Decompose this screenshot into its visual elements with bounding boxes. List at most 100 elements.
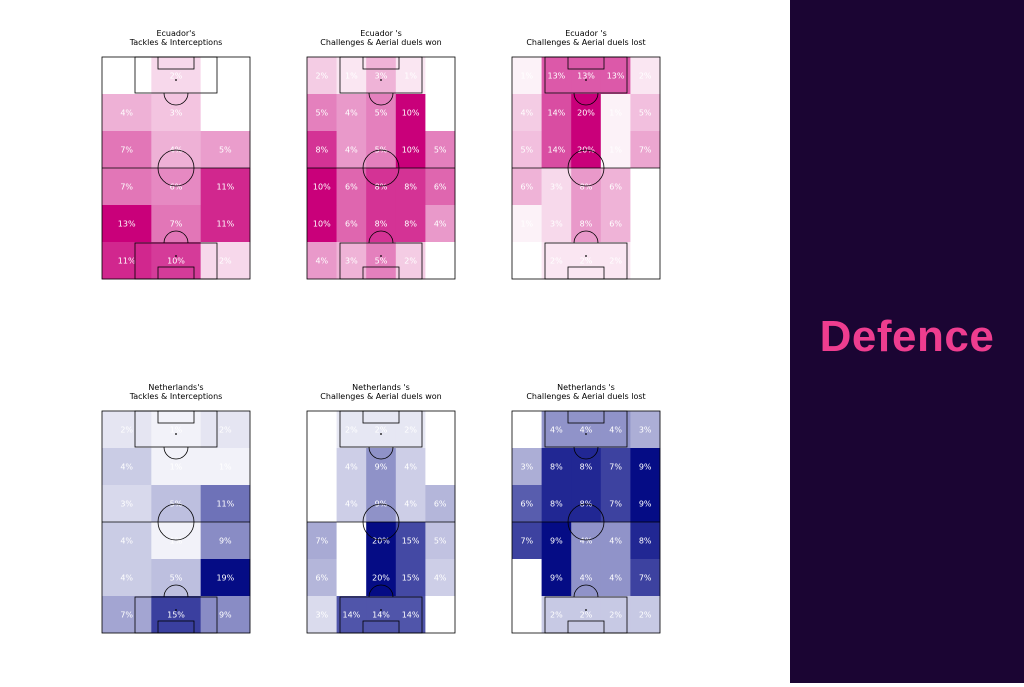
heatmap-cell [307, 448, 337, 486]
cell-value-label: 4% [580, 574, 593, 583]
heatmap-cell [151, 94, 201, 132]
cell-value-label: 0% [520, 574, 533, 583]
cell-value-label: 9% [639, 500, 652, 509]
heatmap-cell [425, 57, 456, 95]
heatmap-cell [512, 57, 542, 95]
heatmap-cell [600, 94, 631, 132]
heatmap-cell [200, 596, 251, 634]
cell-value-label: 2% [404, 426, 417, 435]
heatmap-cell [395, 522, 426, 560]
heatmap-cell [571, 522, 602, 560]
cell-value-label: 0% [219, 72, 232, 81]
cell-value-label: 8% [315, 146, 328, 155]
heatmap-cell [541, 485, 572, 523]
cell-value-label: 7% [120, 183, 133, 192]
heatmap-cell [541, 596, 572, 634]
heatmap-cell [307, 131, 337, 169]
heatmap-cell [512, 94, 542, 132]
cell-value-label: 8% [580, 183, 593, 192]
heatmap-cell [395, 242, 426, 280]
cell-value-label: 2% [550, 257, 563, 266]
heatmap-cell [336, 596, 367, 634]
heatmap-cell [395, 559, 426, 597]
cell-value-label: 11% [216, 183, 234, 192]
heatmap-cell [541, 168, 572, 206]
chart-title: Ecuador 's [565, 29, 607, 38]
cell-value-label: 0% [315, 426, 328, 435]
six-yard-box-top [567, 410, 605, 424]
cell-value-label: 15% [402, 574, 420, 583]
cell-value-label: 15% [402, 537, 420, 546]
heatmap-cell [512, 242, 542, 280]
heatmap-cell [200, 559, 251, 597]
cell-value-label: 6% [609, 220, 622, 229]
heatmap-cell [571, 168, 602, 206]
cell-value-label: 20% [372, 574, 390, 583]
cell-value-label: 0% [639, 183, 652, 192]
cell-value-label: 4% [120, 109, 133, 118]
heatmap-cell [512, 522, 542, 560]
heatmap-cell [366, 596, 397, 634]
cell-value-label: 14% [548, 109, 566, 118]
heatmap-cell [600, 131, 631, 169]
six-yard-box-top [157, 410, 195, 424]
heatmap-cell [600, 168, 631, 206]
cell-value-label: 14% [402, 611, 420, 620]
chart-title: Netherlands 's [557, 383, 615, 392]
cell-value-label: 10% [313, 220, 331, 229]
heatmap-cell [307, 485, 337, 523]
penalty-arc-bottom [163, 230, 189, 244]
heatmap-cell [366, 57, 397, 95]
cell-value-label: 1% [609, 146, 622, 155]
heatmap-cell [571, 242, 602, 280]
cell-value-label: 0% [639, 220, 652, 229]
cell-value-label: 0% [345, 574, 358, 583]
heatmap-cell [102, 131, 152, 169]
cell-value-label: 9% [219, 611, 232, 620]
heatmap-cell [630, 596, 661, 634]
cell-value-label: 7% [639, 146, 652, 155]
cell-value-label: 2% [120, 426, 133, 435]
heatmap-cell [102, 485, 152, 523]
heatmap-cell [395, 448, 426, 486]
cell-value-label: 5% [170, 574, 183, 583]
chart-subtitle: Tackles & Interceptions [129, 392, 223, 401]
penalty-spot-bottom [380, 609, 382, 611]
six-yard-box-top [157, 56, 195, 70]
cell-value-label: 0% [520, 611, 533, 620]
cell-value-label: 0% [434, 611, 447, 620]
heatmap-cell [336, 57, 367, 95]
cell-value-label: 4% [609, 426, 622, 435]
heatmap-cell [366, 168, 397, 206]
cell-value-label: 4% [345, 500, 358, 509]
cell-value-label: 4% [580, 537, 593, 546]
cell-value-label: 8% [404, 220, 417, 229]
cell-value-label: 6% [609, 183, 622, 192]
heatmap-cell [102, 448, 152, 486]
cell-value-label: 6% [520, 183, 533, 192]
cell-value-label: 0% [639, 257, 652, 266]
cell-value-label: 6% [345, 183, 358, 192]
cell-value-label: 5% [639, 109, 652, 118]
cell-value-label: 5% [219, 146, 232, 155]
cell-value-label: 7% [315, 537, 328, 546]
chart-subtitle: Challenges & Aerial duels lost [526, 38, 645, 47]
heatmap-cell [151, 596, 201, 634]
heatmap-cell [395, 411, 426, 449]
heatmap-cell [630, 57, 661, 95]
cell-value-label: 11% [118, 257, 136, 266]
heatmap-cell [102, 205, 152, 243]
cell-value-label: 8% [580, 220, 593, 229]
heatmap-cell [336, 205, 367, 243]
heatmap-cell [102, 57, 152, 95]
cell-value-label: 8% [404, 183, 417, 192]
heatmap-cell [512, 168, 542, 206]
heatmap-cell [630, 522, 661, 560]
heatmap-cell [541, 57, 572, 95]
cell-value-label: 6% [434, 183, 447, 192]
cell-value-label: 8% [550, 463, 563, 472]
